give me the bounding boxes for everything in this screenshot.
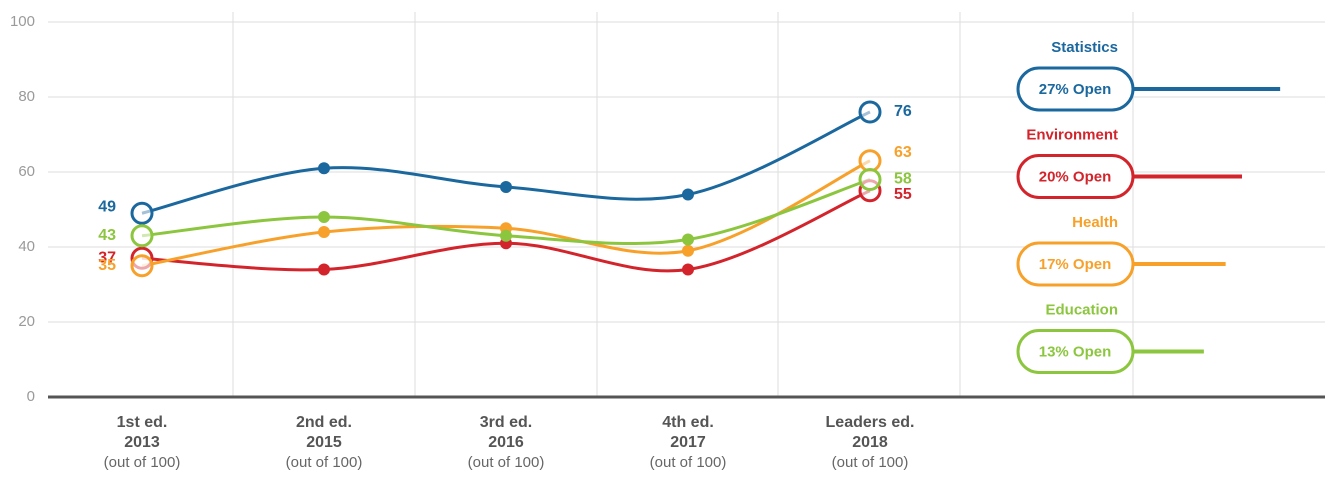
legend-name: Environment [1026, 126, 1118, 143]
legend-label: 17% Open [1039, 256, 1112, 273]
legend-name: Health [1072, 214, 1118, 231]
legend-name: Education [1045, 301, 1118, 318]
point [682, 188, 694, 201]
point [500, 229, 512, 242]
y-tick-label: 80 [18, 88, 35, 105]
value-label: 35 [98, 257, 116, 274]
x-tick-label: 3rd ed. [480, 414, 532, 431]
point [500, 181, 512, 193]
value-label: 55 [894, 186, 912, 203]
x-tick-label: 2nd ed. [296, 414, 352, 431]
series-line [141, 159, 871, 268]
x-tick-year: 2013 [124, 434, 160, 451]
x-tick-note: (out of 100) [832, 454, 909, 471]
legend-box [1016, 66, 1135, 112]
value-label: 49 [98, 198, 116, 215]
point [130, 201, 154, 225]
x-tick-note: (out of 100) [286, 454, 363, 471]
point [130, 224, 154, 248]
point [858, 100, 882, 124]
value-label: 43 [98, 227, 116, 244]
value-label: 58 [894, 171, 912, 188]
point [130, 254, 154, 278]
legend-name: Statistics [1051, 39, 1118, 56]
series-line [141, 110, 871, 215]
x-tick-label: Leaders ed. [826, 414, 915, 431]
x-tick-year: 2018 [852, 434, 888, 451]
y-tick-label: 0 [27, 388, 35, 405]
value-label: 37 [98, 249, 116, 266]
legend-box [1016, 154, 1135, 199]
point [318, 226, 330, 238]
y-tick-label: 20 [18, 313, 35, 330]
x-tick-year: 2016 [488, 434, 524, 451]
y-tick-label: 60 [18, 163, 35, 180]
legend-label: 20% Open [1039, 168, 1112, 185]
point [318, 211, 330, 223]
y-tick-label: 100 [10, 13, 35, 30]
x-tick-label: 4th ed. [662, 414, 714, 431]
point [858, 149, 882, 173]
legend-box [1016, 329, 1135, 374]
legend-box [1016, 241, 1135, 287]
point [682, 244, 694, 257]
x-tick-note: (out of 100) [468, 454, 545, 471]
point [318, 263, 330, 276]
legend-label: 13% Open [1039, 343, 1112, 360]
point [682, 233, 694, 246]
x-tick-note: (out of 100) [104, 454, 181, 471]
x-tick-note: (out of 100) [650, 454, 727, 471]
point [682, 263, 694, 276]
y-tick-label: 40 [18, 238, 35, 255]
point [858, 168, 882, 191]
legend-label: 27% Open [1039, 81, 1112, 98]
x-tick-label: 1st ed. [117, 414, 168, 431]
x-tick-year: 2015 [306, 434, 342, 451]
value-label: 76 [894, 103, 912, 120]
value-label: 63 [894, 144, 912, 161]
x-tick-year: 2017 [670, 434, 706, 451]
point [318, 162, 330, 175]
